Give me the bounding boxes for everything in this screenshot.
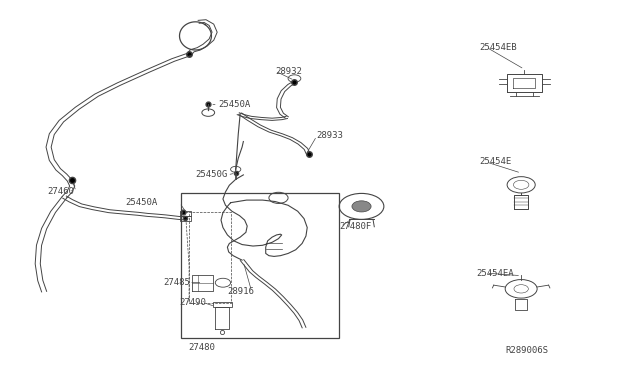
Text: 25454EB: 25454EB (479, 42, 517, 51)
Text: 25450A: 25450A (218, 100, 250, 109)
Text: 25450A: 25450A (125, 198, 157, 207)
Text: R289006S: R289006S (505, 346, 548, 355)
Text: 28933: 28933 (317, 131, 344, 141)
Text: 27490: 27490 (179, 298, 206, 307)
Text: 25454EA: 25454EA (476, 269, 514, 278)
Text: 25450G: 25450G (195, 170, 227, 179)
Bar (179, 217, 191, 221)
Text: 25454E: 25454E (479, 157, 512, 166)
Text: 28916: 28916 (227, 287, 254, 296)
Bar (212, 302, 232, 307)
Bar (181, 193, 339, 338)
Text: 27485: 27485 (164, 278, 191, 287)
Text: 27480F: 27480F (339, 222, 371, 231)
Text: 27480: 27480 (188, 343, 215, 352)
Text: 28932: 28932 (275, 67, 302, 76)
Bar (179, 211, 191, 216)
Text: 27460: 27460 (47, 187, 74, 196)
Circle shape (352, 201, 371, 212)
